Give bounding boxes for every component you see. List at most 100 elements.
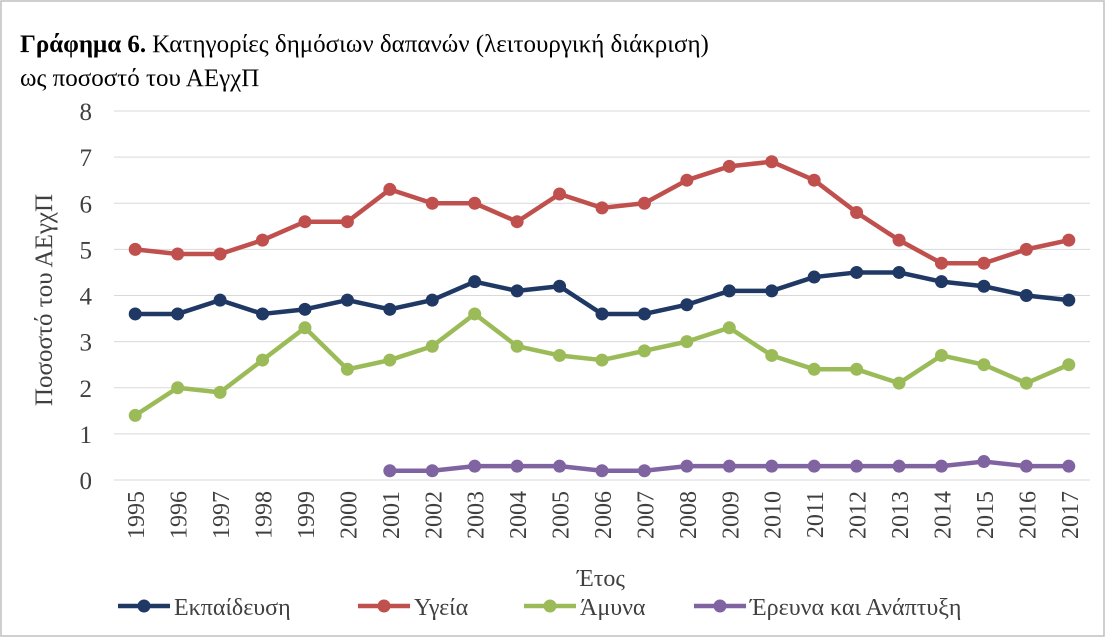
point xyxy=(850,362,864,376)
point xyxy=(510,215,524,229)
point xyxy=(298,215,312,229)
legend-marker xyxy=(377,599,391,613)
chart-subtitle: ως ποσοστό του ΑΕγχΠ xyxy=(20,65,259,92)
point xyxy=(510,459,524,473)
point xyxy=(1062,233,1076,247)
point xyxy=(680,335,694,349)
point xyxy=(765,155,779,169)
point xyxy=(765,348,779,362)
point xyxy=(765,459,779,473)
point xyxy=(340,215,354,229)
y-tick-label: 0 xyxy=(80,468,93,495)
point xyxy=(510,284,524,298)
point xyxy=(553,348,567,362)
point xyxy=(807,173,821,187)
point xyxy=(128,307,142,321)
point xyxy=(298,321,312,335)
point xyxy=(637,307,651,321)
point xyxy=(1019,459,1033,473)
x-tick-label: 2005 xyxy=(549,491,575,539)
point xyxy=(680,459,694,473)
x-tick-label: 2010 xyxy=(761,491,787,539)
point xyxy=(1062,459,1076,473)
point xyxy=(722,321,736,335)
point xyxy=(468,459,482,473)
point xyxy=(892,376,906,390)
title-label: Γράφημα 6. xyxy=(20,31,146,58)
point xyxy=(595,307,609,321)
point xyxy=(934,275,948,289)
point xyxy=(595,353,609,367)
x-tick-label: 1995 xyxy=(124,491,150,539)
point xyxy=(977,358,991,372)
point xyxy=(171,381,185,395)
y-tick-label: 5 xyxy=(80,237,93,264)
point xyxy=(383,182,397,196)
point xyxy=(934,348,948,362)
point xyxy=(1062,358,1076,372)
point xyxy=(256,233,270,247)
legend-label: Εκπαίδευση xyxy=(174,595,291,621)
y-tick-label: 1 xyxy=(80,422,93,449)
point xyxy=(213,247,227,261)
point xyxy=(850,459,864,473)
point xyxy=(383,464,397,478)
point xyxy=(934,256,948,270)
point xyxy=(553,279,567,293)
x-tick-label: 1996 xyxy=(167,491,193,539)
point xyxy=(1019,242,1033,256)
y-tick-label: 4 xyxy=(80,284,93,311)
y-tick-label: 3 xyxy=(80,330,93,357)
x-tick-label: 1997 xyxy=(209,491,235,539)
point xyxy=(680,173,694,187)
legend-marker xyxy=(137,599,151,613)
point xyxy=(256,353,270,367)
x-tick-label: 2014 xyxy=(930,491,956,539)
point xyxy=(510,339,524,353)
legend-marker xyxy=(713,599,727,613)
legend-label: Έρευνα και Ανάπτυξη xyxy=(749,595,961,621)
y-tick-label: 2 xyxy=(80,376,93,403)
point xyxy=(171,307,185,321)
point xyxy=(1019,376,1033,390)
point xyxy=(850,265,864,279)
y-axis-label: Ποσοστό του ΑΕγχΠ xyxy=(31,194,58,406)
point xyxy=(637,344,651,358)
chart-title: Γράφημα 6. Κατηγορίες δημόσιων δαπανών (λ… xyxy=(20,31,709,58)
point xyxy=(171,247,185,261)
x-tick-label: 2008 xyxy=(676,491,702,539)
x-tick-label: 2016 xyxy=(1015,491,1041,539)
point xyxy=(553,187,567,201)
point xyxy=(425,464,439,478)
point xyxy=(977,256,991,270)
point xyxy=(722,159,736,173)
x-tick-label: 2015 xyxy=(973,491,999,539)
point xyxy=(468,196,482,210)
point xyxy=(807,362,821,376)
point xyxy=(595,464,609,478)
point xyxy=(213,293,227,307)
x-tick-label: 2017 xyxy=(1058,491,1084,539)
point xyxy=(1062,293,1076,307)
point xyxy=(722,284,736,298)
x-tick-label: 2009 xyxy=(718,491,744,539)
point xyxy=(298,302,312,316)
point xyxy=(765,284,779,298)
x-tick-label: 2003 xyxy=(464,491,490,539)
point xyxy=(722,459,736,473)
x-tick-label: 2006 xyxy=(591,491,617,539)
point xyxy=(807,459,821,473)
x-tick-label: 1999 xyxy=(294,491,320,539)
point xyxy=(1019,289,1033,302)
x-tick-label: 2004 xyxy=(506,491,532,539)
legend-marker xyxy=(543,599,557,613)
point xyxy=(595,201,609,215)
point xyxy=(383,302,397,316)
point xyxy=(468,307,482,321)
legend-label: Άμυνα xyxy=(580,595,646,621)
x-tick-label: 2012 xyxy=(846,491,872,539)
point xyxy=(977,279,991,293)
legend-label: Υγεία xyxy=(414,595,469,621)
